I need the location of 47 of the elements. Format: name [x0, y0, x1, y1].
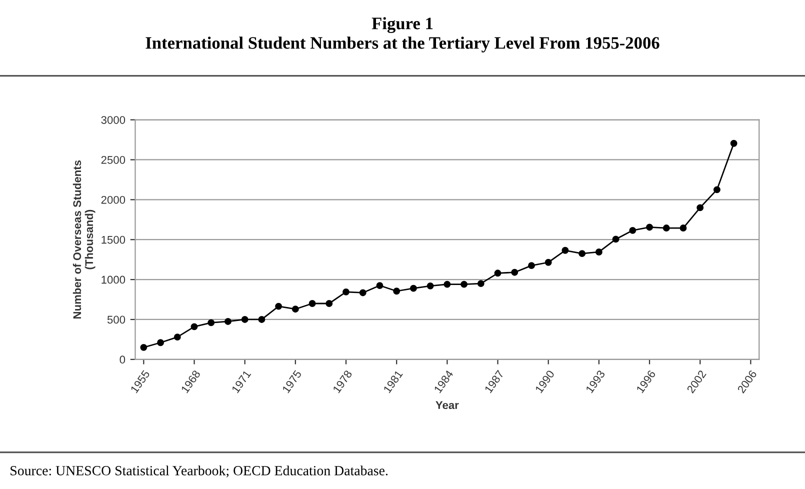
point [477, 280, 484, 288]
point [426, 282, 434, 290]
point [730, 140, 738, 147]
point [528, 262, 535, 270]
point [174, 334, 181, 341]
chart-title: Figure 1 International Student Numbers at the Tertiary Level From 1955-2006 [146, 17, 660, 52]
point [680, 224, 687, 232]
point [292, 306, 299, 313]
y-tick-label: 1000 [102, 276, 126, 284]
x-axis-title: Year [436, 401, 459, 410]
point [359, 289, 366, 296]
point [140, 344, 148, 351]
point [696, 204, 704, 212]
point [595, 248, 602, 256]
point [190, 323, 198, 330]
y-tick-label: 1500 [102, 236, 126, 244]
point [460, 280, 468, 288]
point [662, 224, 670, 232]
point [444, 280, 451, 288]
y-tick-label: 2500 [101, 156, 126, 164]
point [224, 318, 232, 325]
point [157, 339, 164, 346]
point [376, 282, 384, 290]
point [308, 300, 316, 307]
point [646, 224, 653, 231]
y-tick-label: 0 [120, 356, 126, 364]
point [241, 316, 248, 323]
point [544, 258, 552, 266]
point [410, 284, 417, 292]
y-tick-label: 500 [107, 316, 126, 324]
point [629, 226, 636, 234]
point [393, 288, 400, 295]
point [258, 316, 266, 323]
point [612, 236, 620, 243]
point [208, 319, 215, 326]
y-tick-label: 3000 [101, 116, 126, 124]
y-tick-label: 2000 [101, 196, 126, 204]
point [562, 246, 569, 254]
point [578, 250, 586, 258]
point [713, 186, 720, 194]
y-axis-title: Number of Overseas Students (Thousand) [72, 160, 96, 319]
point [326, 300, 333, 307]
point [511, 268, 518, 276]
source-note: Source: UNESCO Statistical Yearbook; OECD Education Database. [10, 466, 388, 478]
point [342, 288, 350, 296]
point [275, 302, 282, 310]
point [494, 270, 502, 277]
